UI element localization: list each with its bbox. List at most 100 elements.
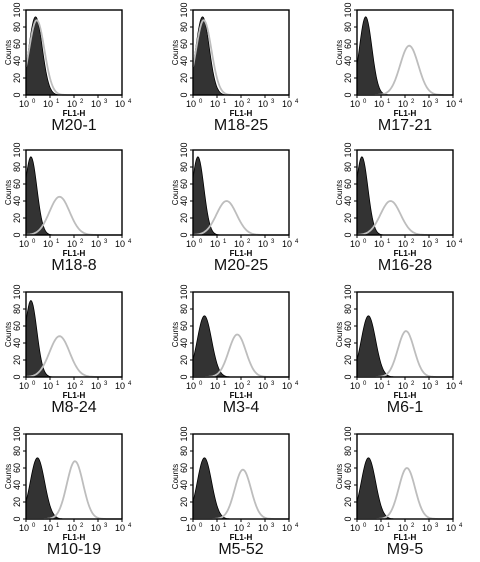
x-tick-exponent: 3 xyxy=(271,99,275,105)
x-tick-exponent: 1 xyxy=(387,239,391,245)
x-tick-label: 10 xyxy=(282,99,292,109)
y-tick-label: 100 xyxy=(12,2,22,17)
y-tick-label: 20 xyxy=(179,497,189,507)
x-tick-label: 10 xyxy=(350,381,360,391)
x-tick-label: 10 xyxy=(67,523,77,533)
y-tick-label: 100 xyxy=(343,2,353,17)
panel-title: M9-5 xyxy=(386,541,424,558)
panel-title: M5-52 xyxy=(218,541,264,558)
y-tick-label: 40 xyxy=(179,338,189,348)
x-tick-exponent: 2 xyxy=(80,523,84,529)
y-tick-label: 100 xyxy=(179,2,189,17)
y-tick-label: 0 xyxy=(343,516,353,521)
x-tick-exponent: 2 xyxy=(411,381,415,387)
y-tick-label: 100 xyxy=(12,284,22,299)
x-tick-label: 10 xyxy=(398,99,408,109)
x-tick-exponent: 4 xyxy=(128,239,132,245)
control-histogram xyxy=(356,457,453,520)
x-tick-label: 10 xyxy=(446,99,456,109)
x-tick-label: 10 xyxy=(350,523,360,533)
x-tick-label: 10 xyxy=(67,381,77,391)
y-axis-title: Counts xyxy=(171,464,180,489)
y-axis-title: Counts xyxy=(171,322,180,347)
x-tick-exponent: 1 xyxy=(56,99,60,105)
x-tick-exponent: 0 xyxy=(32,523,36,529)
control-histogram xyxy=(25,299,122,378)
x-tick-exponent: 2 xyxy=(247,239,251,245)
x-tick-label: 10 xyxy=(258,523,268,533)
y-axis-title: Counts xyxy=(335,464,344,489)
x-tick-label: 10 xyxy=(282,523,292,533)
x-tick-exponent: 0 xyxy=(363,99,367,105)
x-tick-exponent: 1 xyxy=(56,239,60,245)
x-tick-exponent: 1 xyxy=(223,239,227,245)
control-histogram xyxy=(192,315,289,378)
y-tick-label: 20 xyxy=(12,497,22,507)
x-tick-label: 10 xyxy=(398,381,408,391)
x-tick-exponent: 4 xyxy=(459,99,463,105)
x-tick-label: 10 xyxy=(374,381,384,391)
x-tick-exponent: 0 xyxy=(363,523,367,529)
x-tick-exponent: 4 xyxy=(128,381,132,387)
x-tick-label: 10 xyxy=(43,523,53,533)
y-axis-title: Counts xyxy=(4,180,13,205)
y-tick-label: 0 xyxy=(343,92,353,97)
x-axis-title: FL1-H xyxy=(230,109,253,118)
y-tick-label: 80 xyxy=(179,304,189,314)
x-tick-exponent: 2 xyxy=(247,381,251,387)
y-tick-label: 60 xyxy=(343,179,353,189)
x-tick-label: 10 xyxy=(234,239,244,249)
y-axis-title: Counts xyxy=(171,180,180,205)
x-tick-label: 10 xyxy=(374,99,384,109)
x-tick-exponent: 1 xyxy=(56,381,60,387)
y-tick-label: 80 xyxy=(343,446,353,456)
x-tick-exponent: 1 xyxy=(223,381,227,387)
x-tick-exponent: 4 xyxy=(295,99,299,105)
panel-title: M20-25 xyxy=(213,257,269,274)
y-tick-label: 80 xyxy=(12,304,22,314)
y-tick-label: 100 xyxy=(179,426,189,441)
x-tick-label: 10 xyxy=(210,99,220,109)
y-tick-label: 40 xyxy=(343,338,353,348)
x-tick-label: 10 xyxy=(258,99,268,109)
control-histogram xyxy=(356,16,453,96)
x-tick-label: 10 xyxy=(350,99,360,109)
y-tick-label: 0 xyxy=(12,374,22,379)
y-tick-label: 60 xyxy=(343,463,353,473)
x-tick-label: 10 xyxy=(258,239,268,249)
y-tick-label: 40 xyxy=(179,196,189,206)
y-tick-label: 60 xyxy=(12,321,22,331)
x-tick-label: 10 xyxy=(115,381,125,391)
x-tick-label: 10 xyxy=(422,239,432,249)
x-tick-label: 10 xyxy=(282,239,292,249)
x-tick-exponent: 3 xyxy=(435,239,439,245)
x-tick-label: 10 xyxy=(186,239,196,249)
y-tick-label: 0 xyxy=(179,516,189,521)
control-histogram xyxy=(25,156,122,236)
control-histogram xyxy=(25,457,122,520)
y-tick-label: 60 xyxy=(12,39,22,49)
y-tick-label: 60 xyxy=(343,39,353,49)
x-axis-title: FL1-H xyxy=(230,391,253,400)
y-axis-title: Counts xyxy=(335,40,344,65)
x-tick-exponent: 1 xyxy=(223,523,227,529)
y-tick-label: 80 xyxy=(179,446,189,456)
x-tick-exponent: 0 xyxy=(32,239,36,245)
x-tick-label: 10 xyxy=(446,381,456,391)
y-tick-label: 20 xyxy=(343,355,353,365)
x-tick-label: 10 xyxy=(91,99,101,109)
x-tick-exponent: 2 xyxy=(247,99,251,105)
x-tick-exponent: 4 xyxy=(295,381,299,387)
y-tick-label: 60 xyxy=(12,463,22,473)
x-tick-label: 10 xyxy=(374,523,384,533)
y-tick-label: 0 xyxy=(12,92,22,97)
x-axis-title: FL1-H xyxy=(63,533,86,542)
x-tick-label: 10 xyxy=(398,523,408,533)
x-tick-exponent: 1 xyxy=(387,99,391,105)
y-axis-title: Counts xyxy=(4,322,13,347)
